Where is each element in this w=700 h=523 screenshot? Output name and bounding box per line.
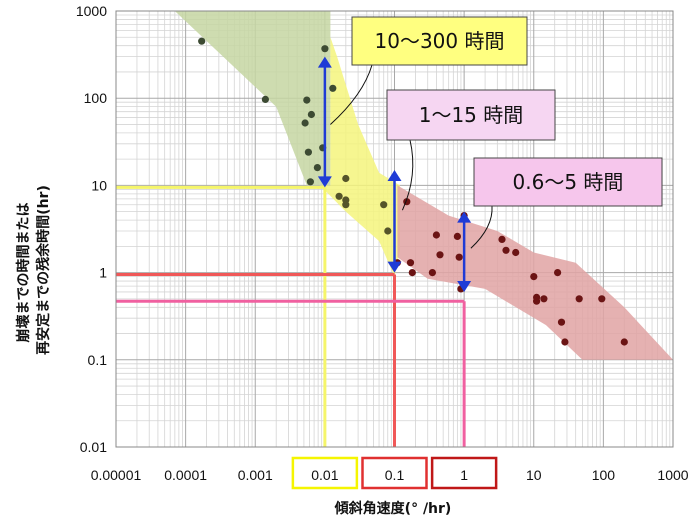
annotation-leader-line	[470, 205, 493, 249]
range-arrows	[317, 56, 472, 292]
x-tick-label: 10	[526, 467, 542, 483]
data-point	[540, 295, 548, 303]
data-point	[304, 148, 312, 156]
data-point	[301, 119, 309, 127]
annotation-text: 1～15 時間	[419, 103, 524, 127]
data-point	[554, 269, 562, 277]
band-yellow	[320, 37, 400, 277]
x-tick-label: 0.01	[311, 467, 338, 483]
annotation-box	[473, 157, 663, 207]
data-point	[408, 269, 416, 277]
data-point	[533, 293, 541, 301]
y-tick-label: 100	[84, 90, 108, 106]
data-point	[575, 295, 583, 303]
x-tick-highlight-box	[361, 456, 428, 490]
data-point	[561, 338, 569, 346]
data-point	[313, 164, 321, 172]
data-point	[557, 318, 566, 326]
data-point	[512, 248, 520, 257]
data-point	[306, 178, 314, 186]
annotation-text: 10～300 時間	[375, 29, 505, 53]
data-point	[620, 338, 628, 346]
range-arrow-head-bottom	[457, 280, 472, 292]
annotation-leader-line	[401, 139, 414, 211]
x-tick-label: 1	[460, 467, 468, 483]
data-point	[498, 235, 506, 243]
y-tick-label: 0.1	[88, 352, 108, 368]
range-arrow-head-top	[387, 170, 402, 182]
data-point	[342, 174, 350, 183]
data-point	[335, 192, 343, 200]
data-point	[453, 232, 461, 240]
x-tick-label: 0.00001	[91, 467, 142, 483]
y-tick-label: 1	[99, 265, 107, 281]
x-tick-highlight-box	[291, 456, 359, 490]
data-point	[380, 201, 388, 209]
data-point	[342, 196, 350, 204]
data-point	[198, 37, 206, 45]
bands	[174, 11, 673, 360]
annotations: 10～300 時間 1～15 時間 0.6～5 時間	[330, 16, 663, 249]
band-red	[397, 185, 673, 360]
data-point	[406, 259, 415, 267]
y-tick-label: 0.01	[80, 439, 107, 455]
y-axis-title: 崩壊までの時間または 再安定までの残余時間(hr)	[15, 185, 52, 355]
x-tick-label: 0.001	[238, 467, 273, 483]
data-point	[307, 110, 315, 119]
annotation-text: 0.6～5 時間	[513, 170, 624, 194]
data-point	[303, 96, 311, 104]
data-point	[428, 269, 436, 277]
data-point	[384, 227, 392, 235]
y-axis-title-line-2: 再安定までの残余時間(hr)	[35, 185, 52, 355]
data-point	[436, 251, 444, 259]
data-point	[455, 253, 463, 261]
annotation-box	[351, 16, 528, 66]
axes: 0.00001 0.0001 0.001 0.01 0.1 1 10 100 1000 1000 1…	[76, 3, 689, 490]
data-point	[432, 231, 440, 239]
plot-border	[115, 10, 674, 448]
x-axis-title: 傾斜角速度(° /hr)	[334, 500, 452, 517]
y-tick-label: 1000	[76, 3, 107, 19]
reference-lines	[116, 185, 466, 447]
range-arrow-head-top	[457, 211, 472, 223]
y-axis-title-line-1: 崩壊までの時間または	[15, 202, 32, 342]
range-arrow-head-bottom	[387, 261, 402, 273]
x-tick-label: 0.0001	[164, 467, 207, 483]
data-point	[502, 246, 510, 254]
range-arrow-head-top	[317, 56, 332, 68]
band-green	[174, 11, 331, 186]
y-tick-label: 10	[91, 177, 107, 193]
data-point	[329, 84, 337, 92]
x-tick-highlight-box	[430, 456, 498, 490]
data-point	[530, 273, 538, 281]
data-point	[598, 295, 606, 303]
range-arrow-head-bottom	[317, 176, 332, 188]
annotation-leader-line	[330, 64, 373, 125]
data-point	[261, 95, 269, 103]
annotation-box	[386, 89, 556, 141]
x-tick-label: 0.1	[385, 467, 405, 483]
x-tick-label: 1000	[657, 467, 688, 483]
x-tick-label: 100	[592, 467, 616, 483]
data-point	[321, 45, 329, 53]
